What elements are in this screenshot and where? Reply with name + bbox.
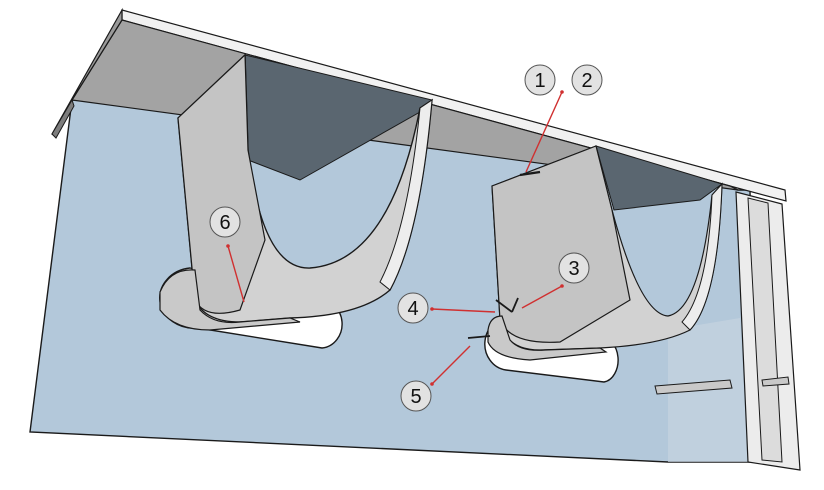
- weld-marks: [467, 170, 541, 339]
- leader-3: [521, 285, 563, 309]
- dark-openings: [244, 54, 724, 211]
- leader-6: [227, 245, 245, 303]
- callout-6-label: 6: [219, 212, 230, 234]
- stiffener-plate: [654, 191, 801, 471]
- leader-5: [431, 345, 471, 385]
- leader-4: [431, 308, 496, 313]
- callout-6-bubble: [209, 206, 241, 238]
- callout-1: 1: [524, 64, 556, 96]
- callout-4-label: 4: [407, 298, 418, 320]
- callout-3: 3: [558, 252, 590, 284]
- callout-4-bubble: [397, 292, 429, 324]
- callout-4: 4: [397, 292, 429, 324]
- leader-2: [525, 91, 563, 173]
- callout-5-bubble: [400, 380, 432, 412]
- callout-2: 2: [571, 64, 603, 96]
- left-bracket: [159, 53, 433, 331]
- callout-3-label: 3: [568, 258, 579, 280]
- right-bracket: [487, 145, 723, 361]
- callout-3-bubble: [558, 252, 590, 284]
- callout-1-label: 1: [534, 70, 545, 92]
- callout-1-bubble: [524, 64, 556, 96]
- callout-5-label: 5: [410, 386, 421, 408]
- callout-2-label: 2: [581, 70, 592, 92]
- callout-2-bubble: [571, 64, 603, 96]
- leader-lines: [226, 90, 564, 386]
- callout-5: 5: [400, 380, 432, 412]
- callout-6: 6: [209, 206, 241, 238]
